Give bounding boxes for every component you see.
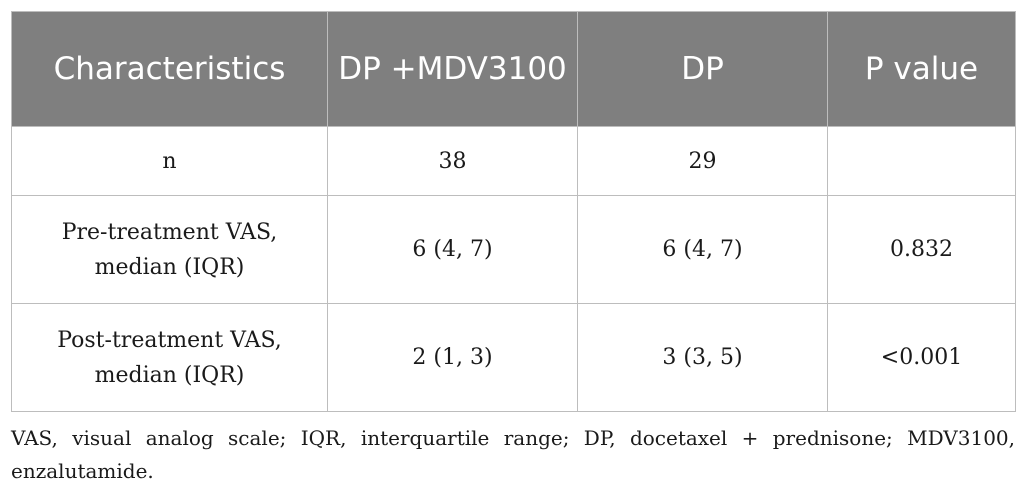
header-characteristics: Characteristics — [11, 11, 328, 127]
cell-p-value — [827, 126, 1016, 196]
cell-dp: 29 — [577, 126, 828, 196]
table-row: n 38 29 — [11, 126, 1016, 196]
cell-p-value: 0.832 — [827, 195, 1016, 304]
table-footnote: VAS, visual analog scale; IQR, interquar… — [11, 426, 1015, 483]
table-row: Pre-treatment VAS, median (IQR) 6 (4, 7)… — [11, 195, 1016, 304]
row-label: n — [11, 126, 328, 196]
vas-comparison-table: Characteristics DP +MDV3100 DP P value n… — [11, 11, 1016, 412]
header-p-value: P value — [827, 11, 1016, 127]
header-dp: DP — [577, 11, 828, 127]
data-table-container: Characteristics DP +MDV3100 DP P value n… — [11, 11, 1016, 412]
row-label: Post-treatment VAS, median (IQR) — [11, 303, 328, 412]
cell-dp: 6 (4, 7) — [577, 195, 828, 304]
cell-dp: 3 (3, 5) — [577, 303, 828, 412]
cell-dp-mdv3100: 6 (4, 7) — [327, 195, 578, 304]
table-row: Post-treatment VAS, median (IQR) 2 (1, 3… — [11, 303, 1016, 412]
cell-dp-mdv3100: 38 — [327, 126, 578, 196]
cell-dp-mdv3100: 2 (1, 3) — [327, 303, 578, 412]
table-header-row: Characteristics DP +MDV3100 DP P value — [11, 11, 1016, 127]
cell-p-value: <0.001 — [827, 303, 1016, 412]
row-label: Pre-treatment VAS, median (IQR) — [11, 195, 328, 304]
header-dp-mdv3100: DP +MDV3100 — [327, 11, 578, 127]
